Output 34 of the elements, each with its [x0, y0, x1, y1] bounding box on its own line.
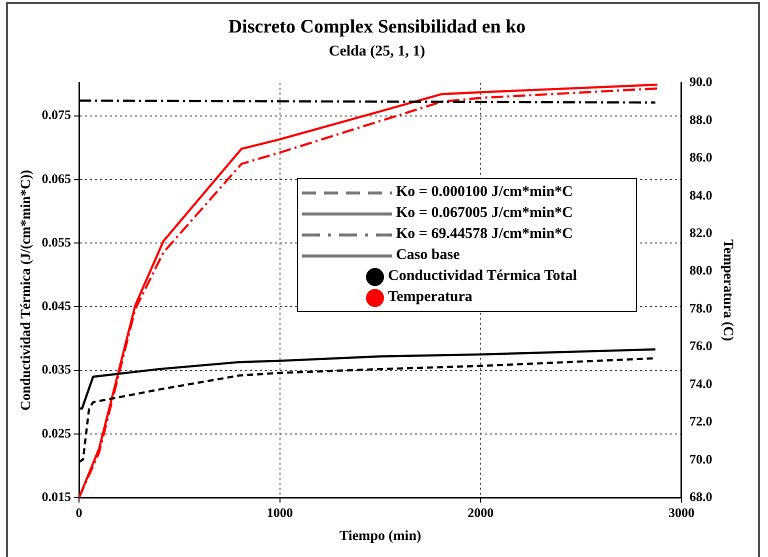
chart-title: Discreto Complex Sensibilidad en ko — [228, 16, 526, 38]
y-tick-label: 0.025 — [42, 425, 72, 440]
y2-tick-label: 74.0 — [689, 376, 712, 391]
chart-subtitle: Celda (25, 1, 1) — [328, 44, 426, 60]
y-tick-label: 0.045 — [42, 298, 72, 314]
y2-tick-label: 78.0 — [689, 300, 712, 316]
annotation: Ko = 69.44578 J/cm*min*C — [396, 226, 573, 243]
y-tick-label: 0.055 — [42, 234, 72, 250]
x-axis-title: Tiempo (min) — [339, 529, 422, 544]
annotation: Ko = 0.000100 J/cm*min*C — [396, 184, 573, 201]
y2-tick-label: 82.0 — [689, 224, 712, 240]
annotation: Ko = 0.067005 J/cm*min*C — [396, 205, 573, 222]
y2-tick-label: 76.0 — [689, 338, 712, 354]
y2-tick-label: 70.0 — [689, 451, 712, 466]
y2-tick-label: 84.0 — [689, 187, 712, 202]
x-tick-label: 0 — [76, 504, 82, 520]
y-tick-label: 0.075 — [42, 107, 72, 122]
annotation: Caso base — [396, 247, 460, 264]
y-axis-title: Conductividad Térmica (J/(cm*min*C)) — [19, 169, 34, 411]
y-tick-label: 0.065 — [42, 170, 72, 186]
y2-tick-label: 88.0 — [689, 112, 712, 127]
y2-tick-label: 80.0 — [689, 262, 712, 278]
y2-tick-label: 90.0 — [689, 74, 712, 90]
x-tick-label: 2000 — [468, 504, 494, 520]
y2-tick-label: 72.0 — [689, 414, 712, 429]
y-tick-label: 0.015 — [42, 488, 72, 504]
annotation: Temperatura — [388, 289, 472, 306]
annotation: Conductividad Térmica Total — [388, 268, 577, 285]
x-tick-label: 3000 — [668, 504, 694, 520]
y2-axis-title: Temperatura (C) — [720, 239, 735, 342]
y2-tick-label: 68.0 — [689, 488, 712, 504]
y-tick-label: 0.035 — [42, 362, 72, 377]
x-tick-label: 1000 — [266, 504, 293, 520]
y2-tick-label: 86.0 — [689, 150, 712, 165]
